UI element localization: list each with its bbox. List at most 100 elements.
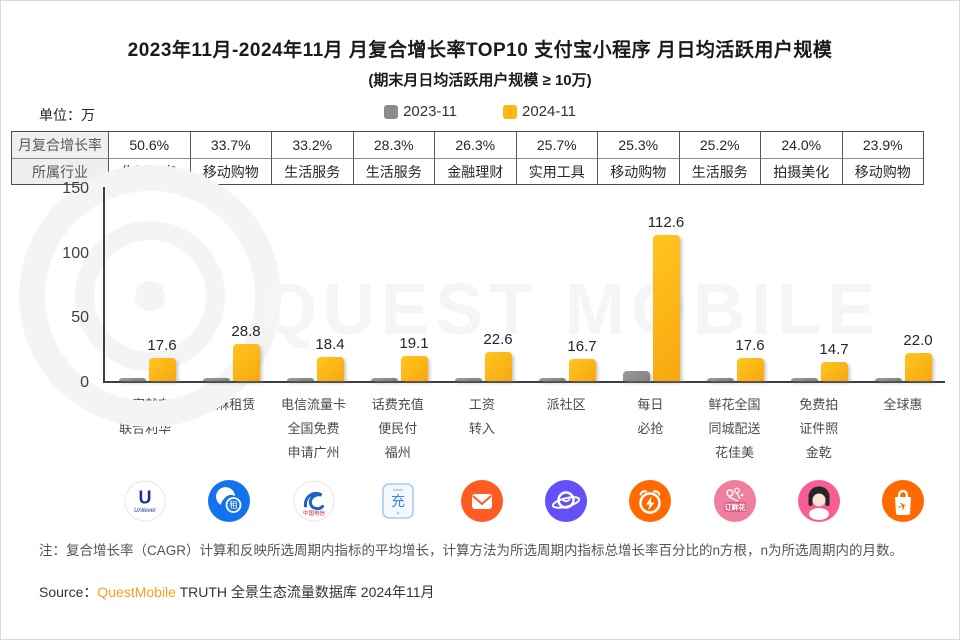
bar-2024-11: 22.0 [903, 332, 933, 381]
unilever-logo-icon: U Unilever [124, 480, 166, 522]
table-cell-cagr: 24.0% [760, 132, 842, 158]
table-cell-cagr: 50.6% [108, 132, 190, 158]
daily-rush-icon [629, 480, 672, 523]
table-cell-industry: 实用工具 [515, 158, 597, 184]
bar-group: 14.7 [777, 187, 861, 381]
y-tick-label: 50 [71, 309, 89, 327]
x-axis-label: 鲜花全国 同城配送 花佳美 [708, 397, 761, 461]
bar-value-label: 28.8 [231, 322, 261, 340]
bar-2024-11: 28.8 [231, 323, 261, 381]
table-cell-cagr: 25.3% [597, 132, 679, 158]
bar-2023-11 [874, 377, 902, 381]
svg-text:中国电信: 中国电信 [302, 509, 325, 517]
salary-transfer-icon [460, 480, 503, 523]
pai-community-icon [545, 480, 588, 523]
zhima-rental-icon: 租 [208, 480, 251, 523]
y-tick-label: 150 [62, 180, 89, 197]
bar-value-label: 17.6 [147, 337, 177, 355]
legend-swatch [384, 104, 399, 119]
bar-value-label: 112.6 [647, 214, 685, 232]
bar-2024-11: 16.7 [567, 338, 597, 381]
x-axis-label: 派社区 [546, 397, 586, 412]
x-axis-labels: 有家就有 联合利华 芝麻租赁 电信流量卡 全国免费 申请广州 话费充值 便民付 福州工… [103, 393, 945, 465]
bar-2023-11 [622, 370, 650, 381]
y-tick-label: 0 [80, 374, 89, 391]
table-cell-industry: 生活服务 [678, 158, 760, 184]
table-cell-industry: 移动购物 [597, 158, 679, 184]
bar-2023-11 [370, 378, 398, 381]
bar-2023-11 [706, 378, 734, 381]
source-brand: QuestMobile [97, 584, 176, 601]
bar-2024-11: 112.6 [648, 214, 684, 381]
id-photo-icon [797, 480, 840, 523]
source-prefix: Source： [39, 584, 98, 601]
fresh-flower-icon: 订鲜花 [713, 480, 756, 523]
bar-2023-11 [454, 377, 482, 381]
bar-value-label: 22.0 [903, 331, 933, 349]
global-discount-icon: ✈ [881, 480, 924, 523]
watermark-ring-dot [135, 281, 165, 311]
svg-text:充: 充 [391, 493, 405, 509]
legend: 2023-11 2024-11 [1, 103, 959, 120]
bar-group: 16.7 [525, 187, 609, 381]
bar-value-label: 19.1 [399, 335, 429, 353]
y-axis: 0 50 100 150 [11, 180, 103, 391]
bar-value-label: 18.4 [315, 336, 345, 354]
x-axis-label: 工资 转入 [468, 397, 495, 437]
bar-2023-11 [118, 378, 146, 381]
china-telecom-icon: 中国电信 [293, 480, 334, 522]
bar-2023-11 [790, 378, 818, 381]
table-cell-industry: 拍摄美化 [760, 158, 842, 184]
svg-text:U: U [139, 488, 152, 508]
bar-2024-11: 18.4 [315, 336, 345, 381]
bar-value-label: 16.7 [567, 338, 597, 356]
legend-item-2024-11: 2024-11 [503, 103, 576, 120]
table-cell-industry: 移动购物 [841, 158, 923, 184]
svg-text:Unilever: Unilever [134, 508, 157, 514]
bar-group: 112.6 [609, 187, 693, 381]
svg-text:订鲜花: 订鲜花 [724, 503, 745, 512]
table-cell-cagr: 23.9% [841, 132, 924, 158]
table-cell-cagr: 26.3% [434, 132, 516, 158]
bar-2023-11 [202, 378, 230, 381]
bar-group: 19.1 [357, 187, 441, 381]
bar-2024-11: 22.6 [483, 331, 513, 381]
footnote: 注：复合增长率（CAGR）计算和反映所选周期内指标的平均增长，计算方法为所选周期… [39, 543, 904, 559]
phone-recharge-icon: 充 [381, 483, 414, 519]
y-tick-label: 100 [62, 244, 89, 262]
bar-2024-11: 14.7 [819, 341, 849, 381]
x-axis-label: 每日 必抢 [637, 397, 664, 437]
bar-value-label: 17.6 [735, 337, 765, 355]
bar-value-label: 22.6 [483, 330, 513, 348]
bar-group: 18.4 [273, 187, 357, 381]
table-cell-cagr: 25.2% [678, 132, 761, 158]
x-axis-label: 电信流量卡 全国免费 申请广州 [281, 397, 347, 461]
x-axis-label: 全球惠 [883, 397, 923, 412]
bar-group: 22.0 [861, 187, 945, 381]
table-cell-cagr: 33.2% [271, 132, 353, 158]
x-axis-label: 免费拍 证件照 金乾 [799, 397, 839, 461]
bar-group: 28.8 [189, 187, 273, 381]
legend-item-2023-11: 2023-11 [384, 103, 457, 120]
table-cell-industry: 生活服务 [271, 158, 353, 184]
bar-2023-11 [538, 378, 566, 381]
table-cell-industry: 生活服务 [352, 158, 434, 184]
source-suffix: TRUTH 全景生态流量数据库 2024年11月 [175, 584, 435, 601]
source-line: Source：QuestMobile TRUTH 全景生态流量数据库 2024年… [39, 582, 921, 602]
table-cell-industry: 金融理财 [434, 158, 516, 184]
chart-subtitle: (期末月日均活跃用户规模 ≥ 10万) [368, 72, 592, 89]
table-cell-cagr: 28.3% [352, 132, 435, 158]
app-icons-row: U Unilever 租 中国电信 充 [103, 479, 945, 523]
plot-area: 17.6 28.8 18.4 19.1 22.6 16.7 112.6 17.6 14.7 22.… [103, 187, 945, 383]
bar-group: 17.6 [693, 187, 777, 381]
bar-group: 22.6 [441, 187, 525, 381]
legend-label: 2023-11 [403, 103, 457, 120]
bar-2024-11: 17.6 [735, 337, 765, 381]
legend-label: 2024-11 [522, 103, 576, 120]
bar-value-label: 14.7 [819, 341, 849, 358]
table-cell-cagr: 33.7% [189, 132, 272, 158]
svg-text:✈: ✈ [897, 500, 909, 514]
bar-2024-11: 19.1 [399, 335, 429, 381]
svg-text:租: 租 [230, 500, 239, 510]
